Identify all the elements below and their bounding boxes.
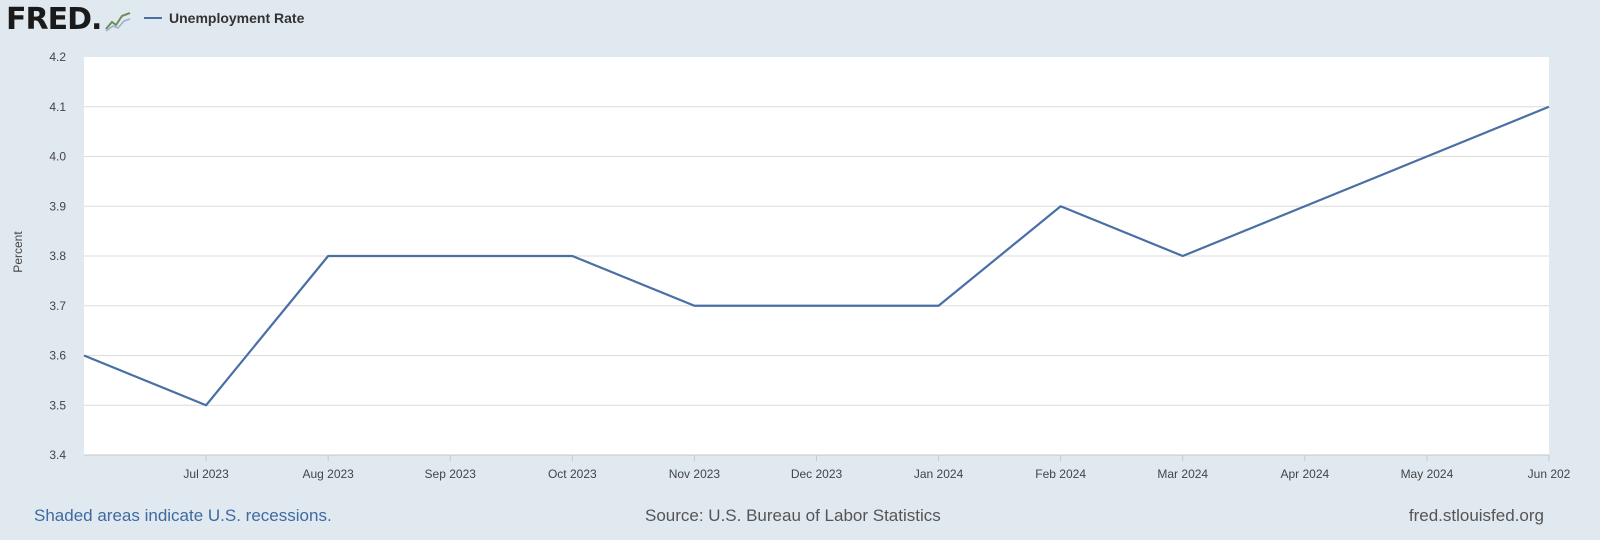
x-tick-label: Jan 2024 [914,467,964,481]
site-url: fred.stlouisfed.org [1408,506,1544,525]
x-tick-label: Nov 2023 [669,467,721,481]
legend-swatch [144,17,162,19]
fred-logo[interactable]: FRED. [6,2,102,37]
y-tick-label: 4.0 [49,150,66,164]
x-tick-label: Oct 2023 [548,467,597,481]
x-tick-label: Sep 2023 [425,467,477,481]
source-text: Source: U.S. Bureau of Labor Statistics [645,506,941,525]
y-tick-label: 4.1 [49,100,66,114]
logo-dot: . [91,2,102,37]
x-tick-label: Jul 2023 [183,467,229,481]
x-tick-label: Aug 2023 [302,467,354,481]
y-tick-label: 3.4 [49,448,66,462]
chart-legend: Unemployment Rate [144,10,304,26]
series-line-unemployment-rate [83,105,1550,407]
logo-text: FRED [6,2,92,37]
y-tick-label: 3.6 [49,349,66,363]
y-axis-label: Percent [11,231,25,273]
y-tick-label: 3.5 [49,398,66,412]
legend-label: Unemployment Rate [169,10,305,26]
y-tick-label: 3.7 [49,299,66,313]
x-tick-label: Dec 2023 [791,467,843,481]
fred-graph-icon [105,10,131,32]
y-tick-label: 3.9 [49,199,66,213]
x-tick-label: Feb 2024 [1035,467,1086,481]
y-tick-label: 4.2 [49,50,66,64]
x-tick-label: Mar 2024 [1157,467,1208,481]
y-tick-label: 3.8 [49,249,66,263]
x-tick-label: May 2024 [1401,467,1454,481]
x-tick-label: Jun 202 [1528,467,1571,481]
x-tick-label: Apr 2024 [1280,467,1329,481]
recession-note-link[interactable]: Shaded areas indicate U.S. recessions. [34,506,332,525]
line-chart: 3.4 3.5 3.6 3.7 3.8 3.9 4.0 4.1 4.2 Jul 2023 Aug 2… [11,50,1571,481]
